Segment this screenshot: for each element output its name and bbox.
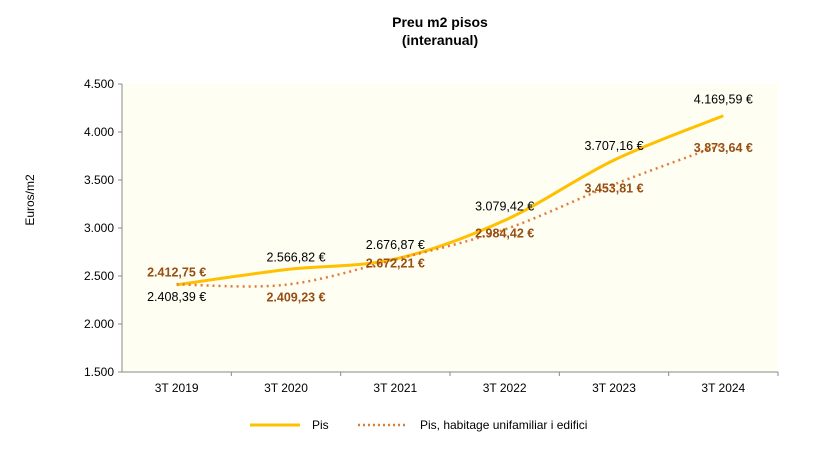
y-tick-label: 4.000 [84, 125, 114, 139]
x-tick-label: 3T 2019 [155, 381, 199, 395]
data-label-pis-habitatge: 3.873,64 € [694, 141, 753, 155]
data-label-pis-habitatge: 2.412,75 € [147, 265, 206, 279]
x-tick-label: 3T 2020 [264, 381, 308, 395]
data-label-pis: 4.169,59 € [694, 93, 753, 107]
y-tick-label: 1.500 [84, 365, 114, 379]
data-label-pis: 3.079,42 € [475, 199, 534, 213]
legend-label-pis: Pis [312, 418, 329, 432]
legend-label-pis-habitatge: Pis, habitage unifamiliar i edifici [420, 418, 587, 432]
data-label-pis: 3.707,16 € [584, 139, 643, 153]
y-tick-label: 4.500 [84, 77, 114, 91]
y-axis-label: Euros/m2 [23, 174, 37, 226]
x-tick-label: 3T 2024 [701, 381, 745, 395]
data-label-pis-habitatge: 2.984,42 € [475, 226, 534, 240]
y-tick-label: 3.500 [84, 173, 114, 187]
data-label-pis: 2.566,82 € [266, 251, 325, 265]
y-tick-label: 2.500 [84, 269, 114, 283]
y-tick-label: 3.000 [84, 221, 114, 235]
series-line-pis [176, 114, 724, 287]
x-tick-label: 3T 2021 [373, 381, 417, 395]
data-label-pis: 2.408,39 € [147, 290, 206, 304]
legend: Pis Pis, habitage unifamiliar i edifici [250, 418, 587, 432]
chart-title: Preu m2 pisos [392, 14, 488, 30]
data-label-pis-habitatge: 2.409,23 € [266, 291, 325, 305]
data-label-pis-habitatge: 2.672,21 € [366, 256, 425, 270]
y-tick-label: 2.000 [84, 317, 114, 331]
x-tick-label: 3T 2022 [483, 381, 527, 395]
plot-area [122, 84, 778, 372]
x-tick-label: 3T 2023 [592, 381, 636, 395]
chart-subtitle: (interanual) [402, 32, 478, 48]
data-label-pis-habitatge: 3.453,81 € [584, 181, 643, 195]
series-line-pis-habitatge [176, 142, 724, 288]
data-label-pis: 2.676,87 € [366, 238, 425, 252]
